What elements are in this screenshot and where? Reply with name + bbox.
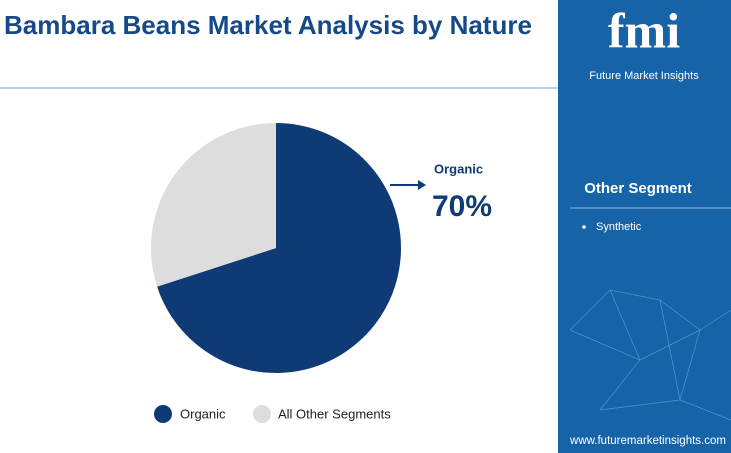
legend-label: All Other Segments <box>278 406 391 421</box>
sidebar-heading: Other Segment <box>584 180 692 197</box>
legend: Organic All Other Segments <box>154 405 391 423</box>
legend-swatch <box>154 405 172 423</box>
brand: Future Market Insights <box>589 70 699 82</box>
sidebar <box>558 0 731 453</box>
network-decoration <box>569 289 731 421</box>
pie-slice <box>157 123 401 373</box>
legend-swatch <box>253 405 271 423</box>
sidebar-item: Synthetic <box>596 221 642 233</box>
website: www.futuremarketinsights.com <box>569 435 726 447</box>
pie-slice <box>151 123 276 287</box>
bullet <box>582 225 586 229</box>
callout-arrowhead <box>418 180 426 190</box>
legend-label: Organic <box>180 406 226 421</box>
logo: fmi <box>608 2 680 58</box>
chart-title: Bambara Beans Market Analysis by Nature <box>4 10 532 40</box>
pie <box>151 123 401 373</box>
callout-value: 70% <box>432 190 492 223</box>
callout-label: Organic <box>434 161 483 176</box>
